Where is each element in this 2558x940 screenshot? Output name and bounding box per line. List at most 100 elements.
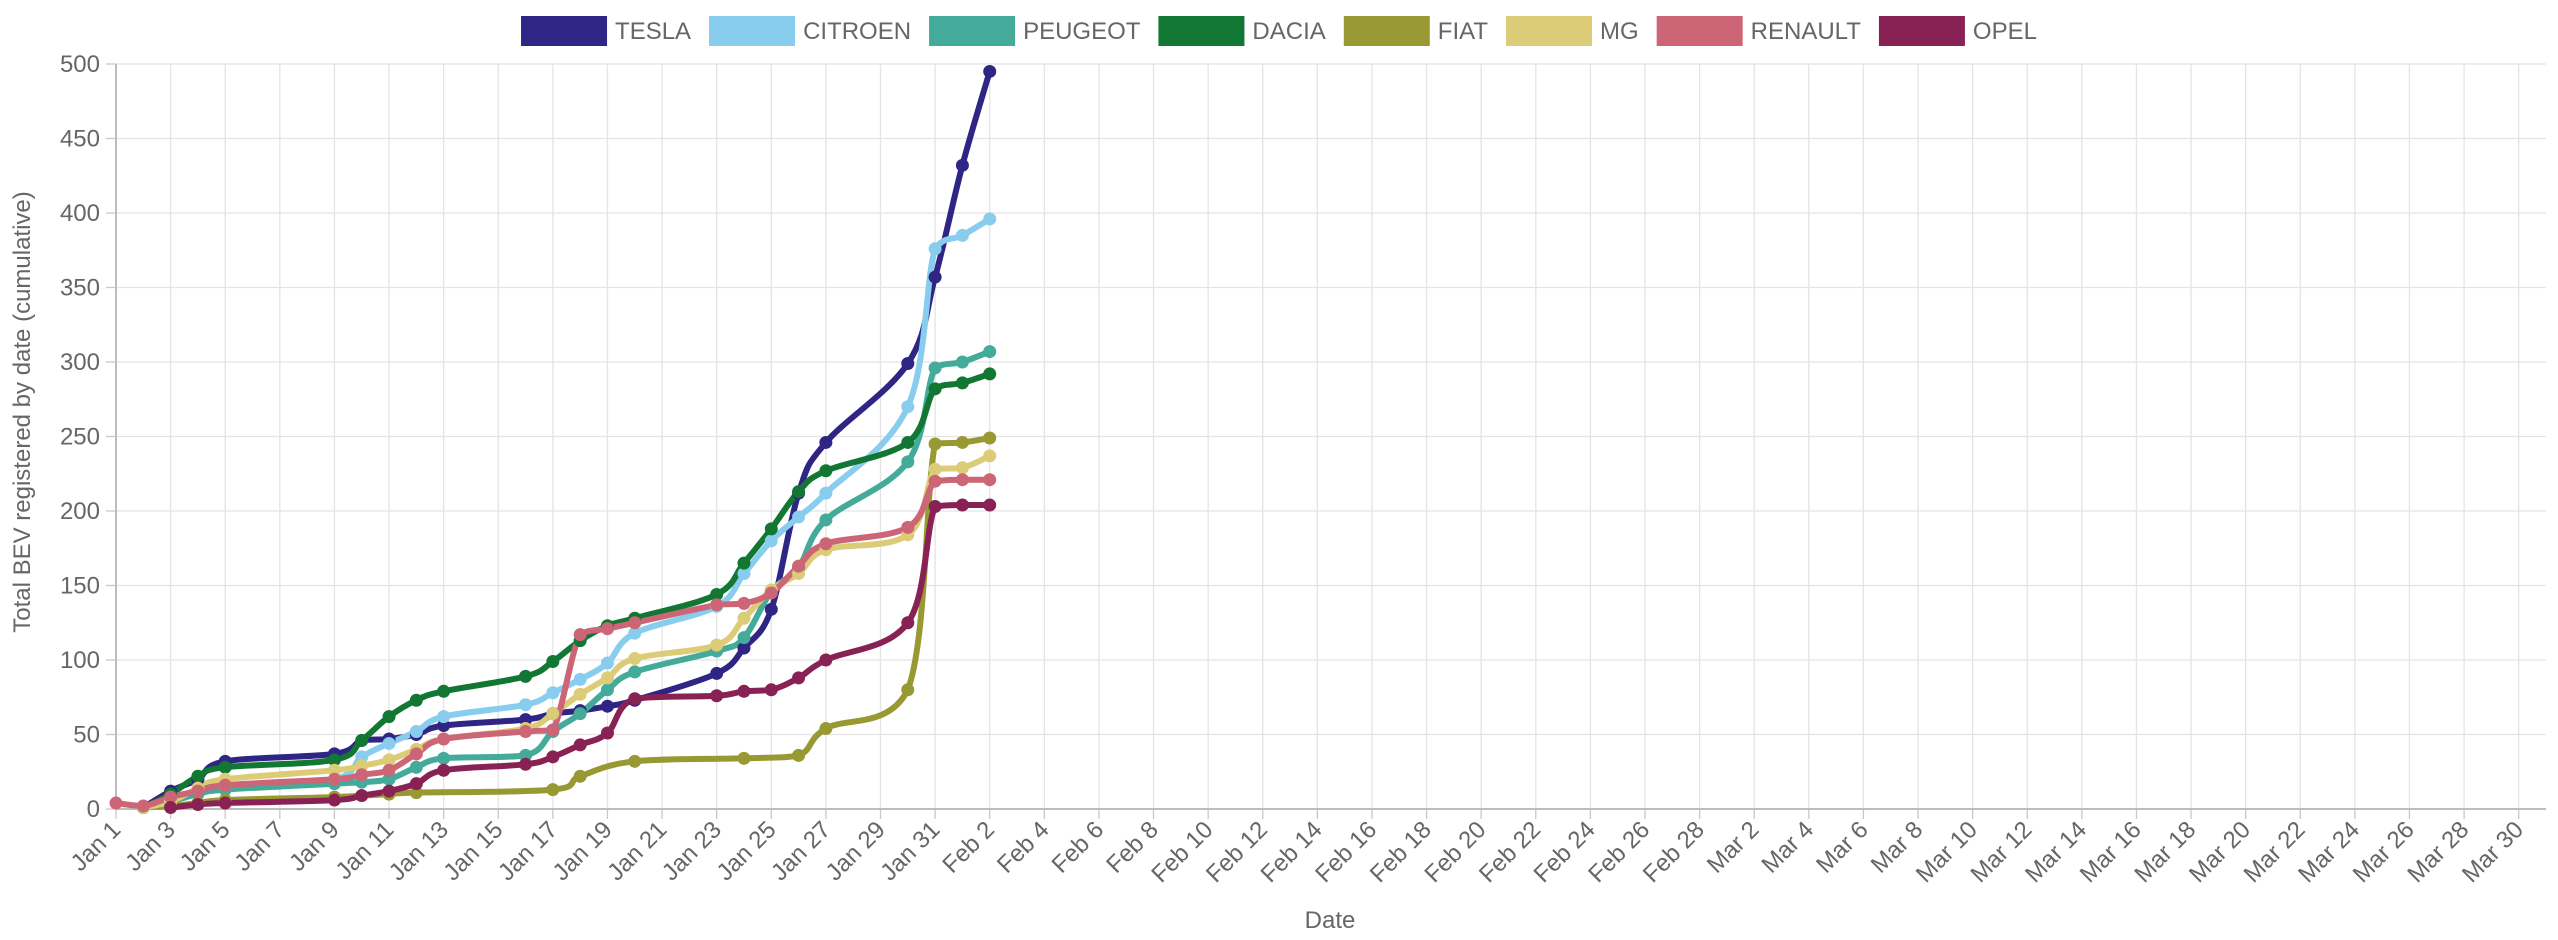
legend-label-renault: RENAULT bbox=[1751, 18, 1862, 45]
series-points-renault bbox=[109, 473, 997, 813]
y-tick-label: 250 bbox=[60, 424, 100, 451]
series-line-dacia bbox=[140, 370, 993, 811]
legend-label-opel: OPEL bbox=[1973, 18, 2037, 45]
data-point-dacia bbox=[737, 556, 751, 570]
x-tick-label: Jan 25 bbox=[711, 816, 781, 886]
data-point-citroen bbox=[792, 510, 806, 524]
x-tick-label: Jan 11 bbox=[330, 816, 399, 885]
x-tick-label: Feb 28 bbox=[1638, 816, 1710, 888]
data-point-tesla bbox=[600, 699, 614, 713]
y-tick-label: 300 bbox=[60, 349, 100, 376]
data-point-opel bbox=[437, 763, 451, 777]
x-tick-label: Jan 13 bbox=[384, 816, 454, 886]
x-tick-label: Feb 18 bbox=[1365, 816, 1437, 888]
legend-label-peugeot: PEUGEOT bbox=[1023, 18, 1141, 45]
data-point-dacia bbox=[710, 587, 724, 601]
legend-item-peugeot[interactable]: PEUGEOT bbox=[929, 16, 1141, 46]
data-point-citroen bbox=[983, 212, 997, 226]
x-tick-label: Mar 2 bbox=[1702, 816, 1764, 878]
data-point-mg bbox=[710, 638, 724, 652]
legend-item-opel[interactable]: OPEL bbox=[1878, 16, 2037, 46]
data-point-dacia bbox=[983, 367, 997, 381]
data-point-opel bbox=[409, 777, 423, 791]
x-tick-label: Jan 31 bbox=[875, 816, 945, 886]
legend-swatch-fiat bbox=[1343, 16, 1430, 46]
data-point-tesla bbox=[519, 713, 533, 727]
x-tick-label: Mar 6 bbox=[1811, 816, 1873, 878]
data-point-renault bbox=[519, 725, 533, 739]
data-point-mg bbox=[382, 753, 396, 767]
x-tick-label: Feb 24 bbox=[1529, 816, 1601, 888]
data-point-opel bbox=[955, 498, 969, 512]
data-point-renault bbox=[901, 520, 915, 534]
data-point-opel bbox=[355, 789, 369, 803]
series-line-peugeot bbox=[140, 348, 993, 811]
data-point-fiat bbox=[546, 783, 560, 797]
data-point-opel bbox=[546, 750, 560, 764]
data-point-citroen bbox=[519, 698, 533, 712]
data-point-fiat bbox=[409, 786, 423, 800]
data-point-renault bbox=[327, 772, 341, 786]
data-point-dacia bbox=[901, 435, 915, 449]
data-point-renault bbox=[218, 778, 232, 792]
data-point-mg bbox=[546, 707, 560, 721]
y-tick-label: 350 bbox=[60, 275, 100, 302]
data-point-dacia bbox=[764, 522, 778, 536]
data-point-renault bbox=[164, 790, 178, 804]
x-tick-label: Mar 30 bbox=[2457, 816, 2529, 888]
x-tick-label: Feb 6 bbox=[1047, 816, 1109, 878]
y-tick-label: 50 bbox=[73, 722, 100, 749]
x-tick-label: Feb 2 bbox=[937, 816, 999, 878]
data-point-tesla bbox=[437, 719, 451, 733]
data-point-renault bbox=[983, 473, 997, 487]
legend-item-renault[interactable]: RENAULT bbox=[1656, 16, 1862, 46]
legend-item-citroen[interactable]: CITROEN bbox=[709, 16, 911, 46]
data-point-renault bbox=[628, 616, 642, 630]
data-point-renault bbox=[928, 474, 942, 488]
axes bbox=[106, 63, 2546, 819]
data-point-tesla bbox=[983, 64, 997, 78]
series-points-dacia bbox=[136, 367, 997, 815]
y-tick-labels: 0 50 100 150 200 250 300 350 400 450 500 bbox=[60, 51, 100, 823]
data-point-tesla bbox=[955, 158, 969, 172]
data-point-citroen bbox=[928, 242, 942, 256]
x-tick-label: Feb 12 bbox=[1201, 816, 1273, 888]
x-tick-label: Mar 14 bbox=[2020, 816, 2092, 888]
y-tick-label: 150 bbox=[60, 573, 100, 600]
x-tick-label: Mar 12 bbox=[1966, 816, 2038, 888]
data-point-dacia bbox=[546, 654, 560, 668]
data-point-mg bbox=[983, 449, 997, 463]
series-line-tesla bbox=[140, 68, 993, 811]
x-tick-label: Mar 20 bbox=[2184, 816, 2256, 888]
data-point-citroen bbox=[600, 656, 614, 670]
x-tick-label: Jan 15 bbox=[438, 816, 508, 886]
data-point-opel bbox=[901, 616, 915, 630]
legend-item-mg[interactable]: MG bbox=[1506, 16, 1639, 46]
data-point-mg bbox=[573, 687, 587, 701]
data-point-renault bbox=[437, 732, 451, 746]
data-point-dacia bbox=[928, 382, 942, 396]
data-point-renault bbox=[792, 559, 806, 573]
legend-item-dacia[interactable]: DACIA bbox=[1158, 16, 1326, 46]
legend-swatch-citroen bbox=[709, 16, 796, 46]
data-point-peugeot bbox=[955, 355, 969, 369]
x-tick-label: Feb 22 bbox=[1474, 816, 1546, 888]
data-point-dacia bbox=[409, 693, 423, 707]
x-tick-label: Mar 22 bbox=[2239, 816, 2311, 888]
series-points bbox=[109, 64, 997, 815]
x-tick-label: Mar 28 bbox=[2402, 816, 2474, 888]
data-point-citroen bbox=[546, 686, 560, 700]
data-point-fiat bbox=[573, 769, 587, 783]
x-tick-label: Mar 16 bbox=[2075, 816, 2147, 888]
data-point-renault bbox=[600, 622, 614, 636]
data-point-dacia bbox=[437, 684, 451, 698]
x-tick-label: Feb 10 bbox=[1146, 816, 1218, 888]
data-point-citroen bbox=[628, 626, 642, 640]
legend-item-fiat[interactable]: FIAT bbox=[1343, 16, 1489, 46]
legend-item-tesla[interactable]: TESLA bbox=[521, 16, 691, 46]
data-point-dacia bbox=[955, 376, 969, 390]
legend-swatch-dacia bbox=[1158, 16, 1245, 46]
